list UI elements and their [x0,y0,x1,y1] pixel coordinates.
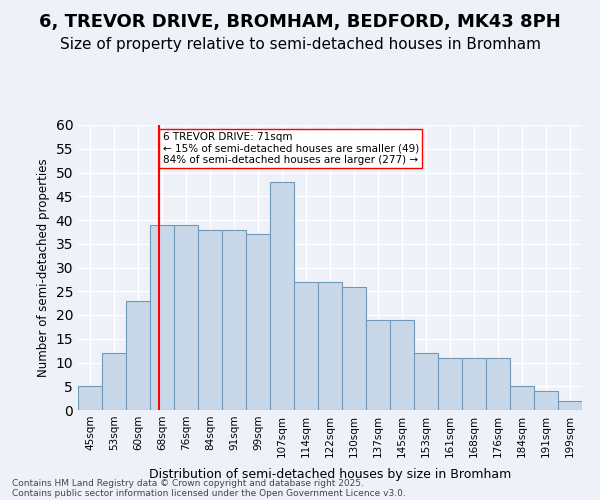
Text: Size of property relative to semi-detached houses in Bromham: Size of property relative to semi-detach… [59,38,541,52]
Bar [174,225,198,410]
Text: Contains public sector information licensed under the Open Government Licence v3: Contains public sector information licen… [12,488,406,498]
Bar [462,358,486,410]
Bar [198,230,222,410]
Bar [126,300,150,410]
Bar [318,282,342,410]
Bar [414,353,438,410]
Bar [246,234,270,410]
Bar [294,282,318,410]
Text: Contains HM Land Registry data © Crown copyright and database right 2025.: Contains HM Land Registry data © Crown c… [12,478,364,488]
Bar [222,230,246,410]
Text: 6 TREVOR DRIVE: 71sqm
← 15% of semi-detached houses are smaller (49)
84% of semi: 6 TREVOR DRIVE: 71sqm ← 15% of semi-deta… [163,132,419,166]
Bar [558,400,582,410]
Bar [270,182,294,410]
Y-axis label: Number of semi-detached properties: Number of semi-detached properties [37,158,50,377]
Bar [534,391,558,410]
Bar [102,353,126,410]
Bar [390,320,414,410]
X-axis label: Distribution of semi-detached houses by size in Bromham: Distribution of semi-detached houses by … [149,468,511,481]
Bar [342,286,366,410]
Bar [486,358,510,410]
Bar [438,358,462,410]
Text: 6, TREVOR DRIVE, BROMHAM, BEDFORD, MK43 8PH: 6, TREVOR DRIVE, BROMHAM, BEDFORD, MK43 … [39,12,561,30]
Bar [78,386,102,410]
Bar [510,386,534,410]
Bar [366,320,390,410]
Bar [150,225,174,410]
